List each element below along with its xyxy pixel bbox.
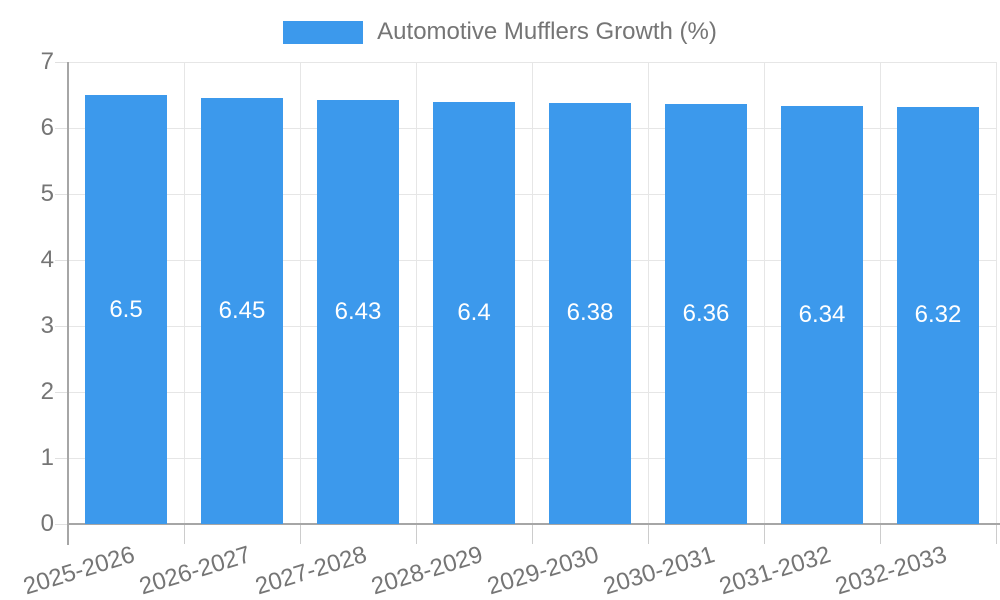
bar[interactable]: 6.43 xyxy=(317,99,399,524)
x-tick xyxy=(647,524,649,544)
y-axis-tick-label: 6 xyxy=(40,114,54,141)
y-tick xyxy=(55,391,68,393)
y-tick xyxy=(55,193,68,195)
legend-label: Automotive Mufflers Growth (%) xyxy=(377,18,717,45)
y-axis-tick-label: 3 xyxy=(40,312,54,339)
bar[interactable]: 6.4 xyxy=(433,101,515,524)
y-tick xyxy=(55,523,68,525)
x-tick xyxy=(183,524,185,544)
bar[interactable]: 6.45 xyxy=(201,98,283,524)
bar-value-label: 6.32 xyxy=(914,301,962,329)
x-tick xyxy=(415,524,417,544)
bar-value-label: 6.38 xyxy=(566,299,614,327)
y-tick xyxy=(55,259,68,261)
x-gridline xyxy=(879,62,881,524)
y-axis-tick-label: 1 xyxy=(40,444,54,471)
bar[interactable]: 6.38 xyxy=(549,102,631,524)
bar[interactable]: 6.34 xyxy=(781,105,863,524)
bar-value-label: 6.36 xyxy=(682,300,730,328)
bar-value-label: 6.34 xyxy=(798,300,846,328)
x-gridline xyxy=(183,62,185,524)
bar-value-label: 6.5 xyxy=(109,295,143,323)
x-gridline xyxy=(299,62,301,524)
bar[interactable]: 6.36 xyxy=(665,104,747,524)
bar-value-label: 6.4 xyxy=(457,298,491,326)
y-axis-tick-label: 2 xyxy=(40,378,54,405)
x-gridline xyxy=(763,62,765,524)
y-tick xyxy=(55,457,68,459)
bar[interactable]: 6.32 xyxy=(897,106,979,524)
x-tick xyxy=(879,524,881,544)
x-axis-line xyxy=(68,523,1000,525)
legend-swatch xyxy=(283,20,364,44)
y-axis-tick-label: 4 xyxy=(40,246,54,273)
bar[interactable]: 6.5 xyxy=(85,95,167,524)
x-gridline xyxy=(995,62,997,524)
x-tick xyxy=(299,524,301,544)
legend[interactable]: Automotive Mufflers Growth (%) xyxy=(0,18,1000,45)
y-axis-line xyxy=(67,62,69,545)
bar-value-label: 6.43 xyxy=(334,297,382,325)
y-axis-tick-label: 5 xyxy=(40,180,54,207)
x-gridline xyxy=(647,62,649,524)
x-gridline xyxy=(531,62,533,524)
x-tick xyxy=(763,524,765,544)
y-tick xyxy=(55,325,68,327)
y-axis-tick-label: 0 xyxy=(40,510,54,537)
x-gridline xyxy=(415,62,417,524)
y-axis-tick-label: 7 xyxy=(40,48,54,75)
y-tick xyxy=(55,127,68,129)
x-tick xyxy=(995,524,997,544)
x-tick xyxy=(531,524,533,544)
y-tick xyxy=(55,61,68,63)
bar-value-label: 6.45 xyxy=(218,297,266,325)
